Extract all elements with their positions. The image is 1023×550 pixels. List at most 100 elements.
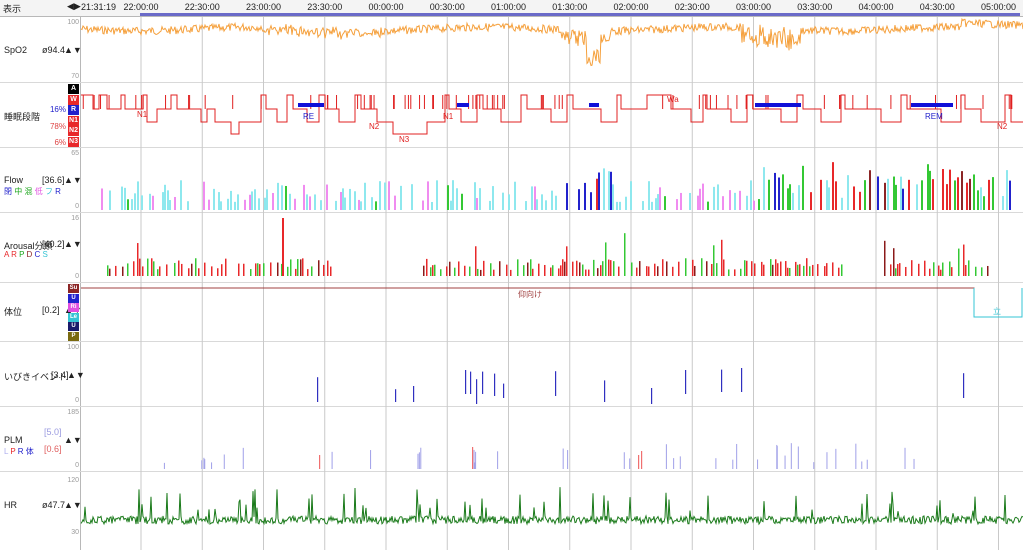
snore-event [476,379,478,404]
arousal-event [159,266,161,276]
arousal-event [323,264,325,276]
arousal-event [895,268,897,276]
arousal-event [576,260,578,276]
heart-rate-plot[interactable] [80,472,1023,550]
flow-event [427,181,429,210]
flow-event [921,180,923,210]
snore-event [604,380,606,402]
spo2-scale-arrows[interactable]: ▲▼ [64,45,82,55]
arousal-event [137,243,139,276]
arousal-event [517,259,519,276]
rem-period [457,103,469,107]
arousal-event [287,266,289,276]
heart-rate-scale-arrows[interactable]: ▲▼ [64,500,82,510]
sleep-stage-lane-label[interactable]: 睡眠段階 16% 78% 6% A W R N1 N2 N3 [0,83,81,147]
arousal-lane-label[interactable]: Arousal分類 [40.2] ▲▼ A R P D C S 16 0 [0,213,82,282]
plm-scale-arrows[interactable]: ▲▼ [64,435,82,445]
heart-rate-lane-label[interactable]: HR ø47.7 ▲▼ 120 30 [0,472,82,550]
arousal-event [597,268,599,276]
arousal-event [527,262,529,276]
spo2-plot[interactable] [80,17,1023,83]
arousal-event [221,264,223,276]
flow-event [169,200,171,210]
arousal-event [311,266,313,276]
snore-event [470,371,472,394]
flow-scale-arrows[interactable]: ▲▼ [64,175,82,185]
arousal-event [109,268,111,276]
flow-event [702,183,704,210]
arousal-event [613,261,615,276]
time-tick-label: 05:00:00 [980,2,1017,12]
plm-lane-label[interactable]: PLM [5.0] [0.6] ▲▼ L P R 体 185 0 [0,407,82,471]
legend-item: P [19,250,27,259]
arousal-event [490,263,492,276]
arousal-plot[interactable] [81,213,1023,283]
arousal-event [127,263,129,276]
time-tick-label: 03:30:00 [797,2,833,12]
body-position-plot[interactable]: 仰向け立 [81,283,1023,342]
arousal-event [701,258,703,276]
arousal-event [423,265,425,276]
arousal-event [666,261,668,276]
timeline-scrollbar[interactable] [140,13,1020,16]
arousal-event [255,263,257,276]
flow-event [234,201,236,210]
snore-event [963,373,965,398]
snore-event [494,373,496,396]
arousal-event [153,261,155,276]
spo2-waveform [80,17,1023,83]
hypnogram: N1 RE N2 N3 N1 Wa REM N2 [81,83,1023,148]
plm-event [417,453,419,469]
sleep-stage-plot[interactable]: N1 RE N2 N3 N1 Wa REM N2 [81,83,1023,148]
arousal-event [270,262,272,276]
plm-event [855,443,857,469]
arousal-event [238,263,240,276]
snore-scale-arrows[interactable]: ▲▼ [67,370,85,380]
arousal-event [772,264,774,276]
position-supine-label: 仰向け [518,289,542,299]
timeline-scroll-arrows[interactable]: ◀▶ [67,1,81,11]
arousal-event [605,242,607,276]
plm-event [904,447,906,469]
arousal-event [795,261,797,276]
arousal-event [706,261,708,276]
arousal-event [550,267,552,276]
flow-lane-label[interactable]: Flow [36.6] ▲▼ 閉 中 混 低 フ R 65 0 [0,148,82,212]
plm-plot[interactable] [81,407,1023,472]
snore-lane-label[interactable]: いびきイベント [3.4] ▲▼ 100 0 [0,342,85,406]
stage-label: N3 [399,135,410,144]
flow-event [277,182,279,210]
flow-event [713,186,715,210]
plm-event [242,447,244,469]
arousal-event [981,267,983,276]
spo2-lane-label[interactable]: SpO2 ø94.4 ▲▼ 100 70 [0,17,82,82]
flow-event [590,192,592,210]
spo2-axis-min: 70 [71,73,79,80]
display-menu[interactable]: 表示 [3,4,22,14]
flow-event [230,190,232,210]
arousal-event [157,269,159,276]
flow-event [411,184,413,210]
flow-event [555,195,557,210]
arousal-event [440,269,442,276]
flow-plot[interactable] [81,148,1023,213]
flow-event [109,190,111,210]
flow-event [436,180,438,210]
arousal-event [780,261,782,276]
flow-event [431,201,433,210]
arousal-event [480,269,482,276]
arousal-event [884,240,886,276]
arousal-event [243,263,245,276]
flow-event [787,188,789,210]
flow-event [847,175,849,210]
snore-plot[interactable] [81,342,1023,407]
arousal-event [938,265,940,276]
flow-event [131,199,133,210]
flow-event [946,184,948,210]
arousal-event [785,261,787,276]
arousal-scale-arrows[interactable]: ▲▼ [64,239,82,249]
flow-event [832,162,834,210]
arousal-event [809,266,811,276]
plm-event [211,462,213,469]
